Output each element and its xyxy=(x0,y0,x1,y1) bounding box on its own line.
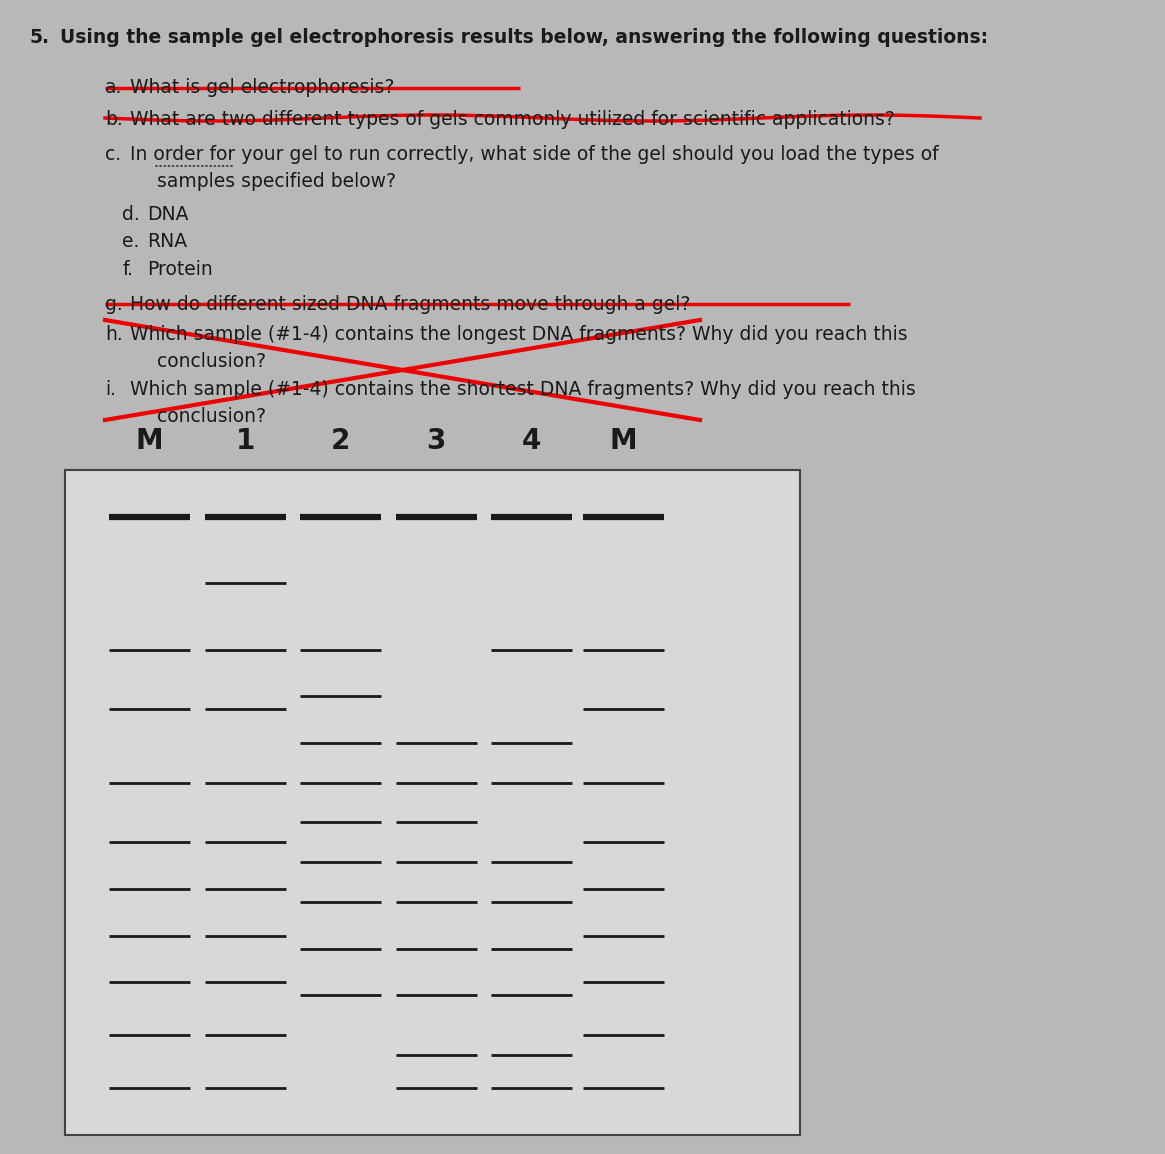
Text: DNA: DNA xyxy=(147,205,189,224)
Text: 3: 3 xyxy=(426,427,446,455)
Text: samples specified below?: samples specified below? xyxy=(157,172,396,192)
Text: f.: f. xyxy=(122,260,133,279)
Text: What is gel electrophoresis?: What is gel electrophoresis? xyxy=(129,78,394,97)
Text: In order for your gel to run correctly, what side of the gel should you load the: In order for your gel to run correctly, … xyxy=(129,145,939,164)
Text: RNA: RNA xyxy=(147,232,188,252)
Text: 2: 2 xyxy=(331,427,351,455)
Text: a.: a. xyxy=(105,78,122,97)
Text: h.: h. xyxy=(105,325,122,344)
Text: g.: g. xyxy=(105,295,122,314)
Text: 5.: 5. xyxy=(30,28,50,47)
Text: How do different sized DNA fragments move through a gel?: How do different sized DNA fragments mov… xyxy=(129,295,690,314)
Text: b.: b. xyxy=(105,110,122,129)
Bar xyxy=(65,470,800,1136)
Text: 1: 1 xyxy=(235,427,255,455)
Text: d.: d. xyxy=(122,205,140,224)
Text: conclusion?: conclusion? xyxy=(157,407,267,426)
Text: Using the sample gel electrophoresis results below, answering the following ques: Using the sample gel electrophoresis res… xyxy=(61,28,988,47)
Text: 4: 4 xyxy=(522,427,542,455)
Text: Protein: Protein xyxy=(147,260,213,279)
Text: M: M xyxy=(135,427,163,455)
Text: What are two different types of gels commonly utilized for scientific applicatio: What are two different types of gels com… xyxy=(129,110,895,129)
Text: Which sample (#1-4) contains the shortest DNA fragments? Why did you reach this: Which sample (#1-4) contains the shortes… xyxy=(129,380,916,399)
Text: M: M xyxy=(609,427,637,455)
Text: c.: c. xyxy=(105,145,121,164)
Text: e.: e. xyxy=(122,232,140,252)
Text: i.: i. xyxy=(105,380,115,399)
Text: conclusion?: conclusion? xyxy=(157,352,267,370)
Text: Which sample (#1-4) contains the longest DNA fragments? Why did you reach this: Which sample (#1-4) contains the longest… xyxy=(129,325,908,344)
